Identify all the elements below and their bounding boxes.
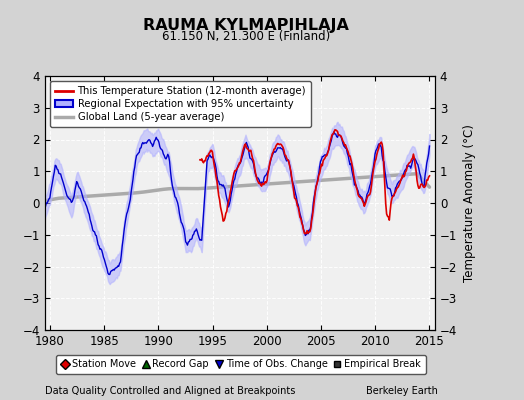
Text: Data Quality Controlled and Aligned at Breakpoints: Data Quality Controlled and Aligned at B… xyxy=(45,386,295,396)
Y-axis label: Temperature Anomaly (°C): Temperature Anomaly (°C) xyxy=(463,124,476,282)
Legend: Station Move, Record Gap, Time of Obs. Change, Empirical Break: Station Move, Record Gap, Time of Obs. C… xyxy=(57,355,425,374)
Legend: This Temperature Station (12-month average), Regional Expectation with 95% uncer: This Temperature Station (12-month avera… xyxy=(50,81,311,127)
Text: 61.150 N, 21.300 E (Finland): 61.150 N, 21.300 E (Finland) xyxy=(162,30,331,43)
Text: Berkeley Earth: Berkeley Earth xyxy=(366,386,438,396)
Text: RAUMA KYLMAPIHLAJA: RAUMA KYLMAPIHLAJA xyxy=(144,18,349,33)
